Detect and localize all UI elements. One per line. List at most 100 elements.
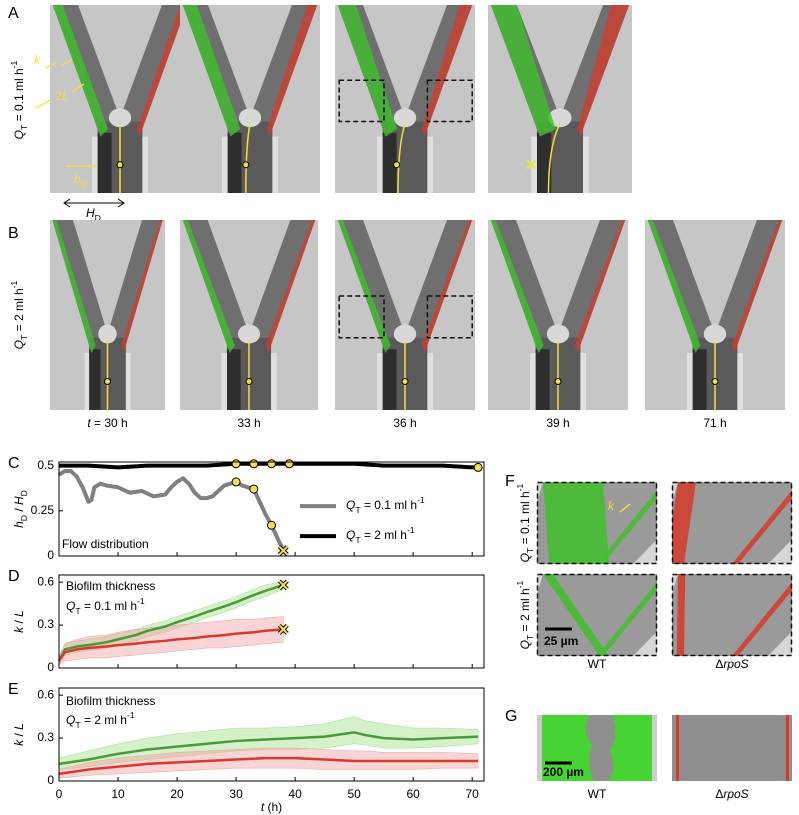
text-part: Q bbox=[346, 498, 355, 512]
roi-box bbox=[338, 79, 385, 123]
wall bbox=[633, 539, 657, 564]
roi-frame bbox=[536, 573, 658, 657]
text-part: = 30 h bbox=[91, 416, 128, 430]
text-part: k bbox=[12, 626, 26, 633]
biofilm-green bbox=[182, 220, 235, 353]
text-part: T bbox=[355, 535, 361, 545]
junction-tip bbox=[393, 108, 417, 128]
biofilm-red bbox=[136, 5, 188, 137]
image-group bbox=[180, 5, 320, 193]
wall bbox=[427, 353, 433, 410]
text-part: k bbox=[608, 499, 615, 513]
annotation-hd: hD bbox=[74, 172, 87, 189]
junction-tip bbox=[703, 324, 727, 344]
biofilm-red bbox=[421, 220, 473, 353]
text-part: -1 bbox=[9, 60, 19, 68]
outlet-dark bbox=[226, 349, 241, 410]
biofilm bbox=[597, 582, 657, 656]
streamline bbox=[245, 123, 251, 193]
annotation: Biofilm thickness bbox=[66, 694, 155, 708]
image-group bbox=[645, 220, 785, 410]
biofilm-green bbox=[182, 5, 241, 137]
x-tick-label: 10 bbox=[111, 787, 125, 801]
point-marker bbox=[473, 462, 483, 472]
y-tick-label: 0.6 bbox=[37, 687, 54, 701]
text-part: D bbox=[19, 515, 29, 521]
micrograph-bg bbox=[672, 715, 792, 781]
text-part: Q bbox=[66, 713, 75, 727]
arrow bbox=[61, 59, 73, 66]
micrograph-bg bbox=[672, 574, 792, 656]
flow-marker bbox=[104, 378, 111, 385]
text-part: Biofilm thickness bbox=[66, 694, 155, 708]
wall bbox=[768, 631, 792, 656]
text-part: WT bbox=[588, 787, 607, 801]
cross-marker bbox=[278, 580, 289, 590]
wall bbox=[84, 353, 90, 410]
channel-arm bbox=[558, 220, 626, 353]
image-group bbox=[50, 220, 165, 410]
text-part: 39 h bbox=[546, 416, 569, 430]
point-marker bbox=[231, 459, 241, 469]
text-part: D bbox=[81, 179, 87, 189]
x-axis-label: t (h) bbox=[261, 800, 282, 814]
outlet-dark bbox=[89, 349, 101, 410]
wall bbox=[672, 482, 678, 503]
time-label: t = 30 h bbox=[87, 416, 127, 430]
wall bbox=[377, 353, 383, 410]
text-part: -1 bbox=[417, 495, 425, 505]
biofilm-red bbox=[577, 5, 630, 137]
text-part: L bbox=[12, 610, 26, 617]
text-part: T bbox=[355, 505, 361, 515]
image-group bbox=[50, 5, 190, 193]
text-part: Q bbox=[66, 599, 75, 613]
biofilm-red bbox=[266, 5, 318, 137]
row-label: QT = 0.1 ml h-1 bbox=[515, 483, 535, 562]
wall bbox=[271, 353, 277, 410]
y-tick-label: 0.3 bbox=[37, 617, 54, 631]
text-part: h bbox=[12, 521, 26, 528]
text-part: -1 bbox=[515, 483, 525, 491]
y-tick-label: 0 bbox=[47, 773, 54, 787]
wall bbox=[92, 136, 98, 193]
y-tick-label: 0.3 bbox=[37, 730, 54, 744]
text-part: h bbox=[74, 172, 81, 186]
text-part: 200 µm bbox=[543, 765, 584, 779]
biofilm bbox=[732, 582, 792, 656]
junction-tip bbox=[98, 324, 117, 344]
text-part: = 2 ml h bbox=[518, 588, 532, 634]
wall bbox=[272, 136, 278, 193]
annotation: Flow distribution bbox=[62, 537, 149, 551]
flow-marker bbox=[401, 378, 409, 385]
image-group bbox=[180, 220, 318, 410]
biofilm-green bbox=[52, 220, 96, 353]
text-part: -1 bbox=[515, 580, 525, 588]
panel-letter: F bbox=[505, 473, 515, 490]
panel-letter: E bbox=[8, 681, 19, 698]
panel-letter: B bbox=[8, 225, 19, 242]
wall bbox=[377, 136, 383, 193]
text-part: rpoS bbox=[723, 787, 748, 801]
biofilm bbox=[543, 482, 609, 564]
text-part: T bbox=[525, 547, 535, 553]
flow-marker bbox=[242, 161, 250, 169]
flow-marker bbox=[245, 378, 253, 385]
flow-marker bbox=[393, 161, 401, 169]
streamline bbox=[547, 123, 561, 193]
text-part: 25 µm bbox=[544, 634, 578, 648]
text-part: -1 bbox=[407, 525, 415, 535]
point-marker bbox=[284, 459, 294, 469]
text-part: Δ bbox=[715, 657, 723, 671]
plot-frame bbox=[58, 687, 485, 782]
text-part: k bbox=[12, 739, 26, 746]
roi-frame bbox=[671, 573, 793, 657]
roi-frame bbox=[536, 481, 658, 565]
arrow bbox=[35, 99, 51, 109]
text-part: D bbox=[19, 490, 29, 496]
annotation-2l: 2L bbox=[55, 89, 68, 103]
x-tick-label: 40 bbox=[288, 787, 302, 801]
text-part: 33 h bbox=[237, 416, 260, 430]
text-part: / bbox=[12, 617, 26, 627]
biofilm bbox=[543, 574, 609, 656]
